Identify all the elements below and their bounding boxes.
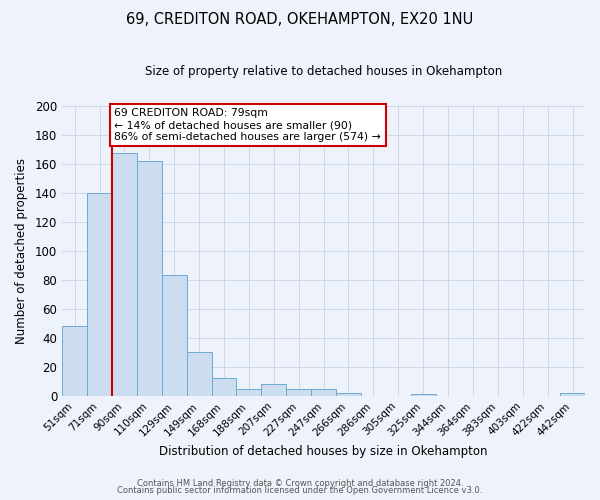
Bar [336,393,361,396]
Title: Size of property relative to detached houses in Okehampton: Size of property relative to detached ho… [145,65,502,78]
Bar [162,276,187,396]
Bar [187,352,212,396]
Bar [311,388,336,396]
Bar [236,388,262,396]
Bar [137,160,162,396]
Text: Contains public sector information licensed under the Open Government Licence v3: Contains public sector information licen… [118,486,482,495]
Text: 69, CREDITON ROAD, OKEHAMPTON, EX20 1NU: 69, CREDITON ROAD, OKEHAMPTON, EX20 1NU [127,12,473,28]
Bar [560,393,585,396]
Text: Contains HM Land Registry data © Crown copyright and database right 2024.: Contains HM Land Registry data © Crown c… [137,478,463,488]
Bar [286,388,311,396]
Bar [112,154,137,396]
Bar [411,394,436,396]
Y-axis label: Number of detached properties: Number of detached properties [15,158,28,344]
Text: 69 CREDITON ROAD: 79sqm
← 14% of detached houses are smaller (90)
86% of semi-de: 69 CREDITON ROAD: 79sqm ← 14% of detache… [115,108,381,142]
Bar [87,192,112,396]
Bar [62,326,87,396]
Bar [212,378,236,396]
Bar [262,384,286,396]
X-axis label: Distribution of detached houses by size in Okehampton: Distribution of detached houses by size … [160,444,488,458]
